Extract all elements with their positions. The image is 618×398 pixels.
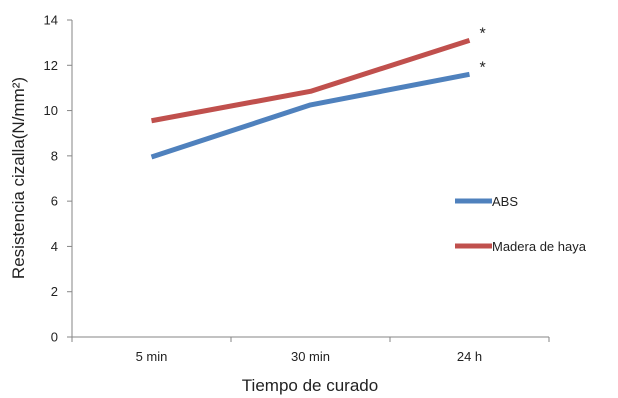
- x-tick-label: 30 min: [291, 349, 330, 364]
- y-tick-label: 8: [51, 148, 58, 163]
- y-axis-ticks: 0 2 4 6 8 10 12 14: [44, 13, 72, 345]
- y-tick-label: 10: [44, 103, 58, 118]
- series-lines: [150, 37, 471, 160]
- legend-label: ABS: [492, 194, 518, 209]
- x-tick-label: 5 min: [136, 349, 168, 364]
- x-tick-label: 24 h: [457, 349, 482, 364]
- y-tick-label: 2: [51, 284, 58, 299]
- legend: ABS Madera de haya: [455, 194, 587, 254]
- y-tick-label: 12: [44, 58, 58, 73]
- y-tick-label: 0: [51, 330, 58, 345]
- significance-asterisk: *: [480, 59, 486, 76]
- x-axis-ticks: 5 min 30 min 24 h: [71, 337, 550, 364]
- y-axis-title: Resistencia cizalla(N/mm²): [9, 77, 28, 279]
- y-tick-label: 6: [51, 194, 58, 209]
- x-axis-title: Tiempo de curado: [242, 376, 378, 395]
- series-line-madera-de-haya: [151, 37, 471, 124]
- legend-label: Madera de haya: [492, 239, 587, 254]
- significance-markers: **: [480, 25, 486, 76]
- significance-asterisk: *: [480, 25, 486, 42]
- plot-area: [71, 20, 549, 338]
- series-line-abs: [150, 71, 470, 160]
- y-tick-label: 4: [51, 239, 58, 254]
- y-tick-label: 14: [44, 13, 58, 28]
